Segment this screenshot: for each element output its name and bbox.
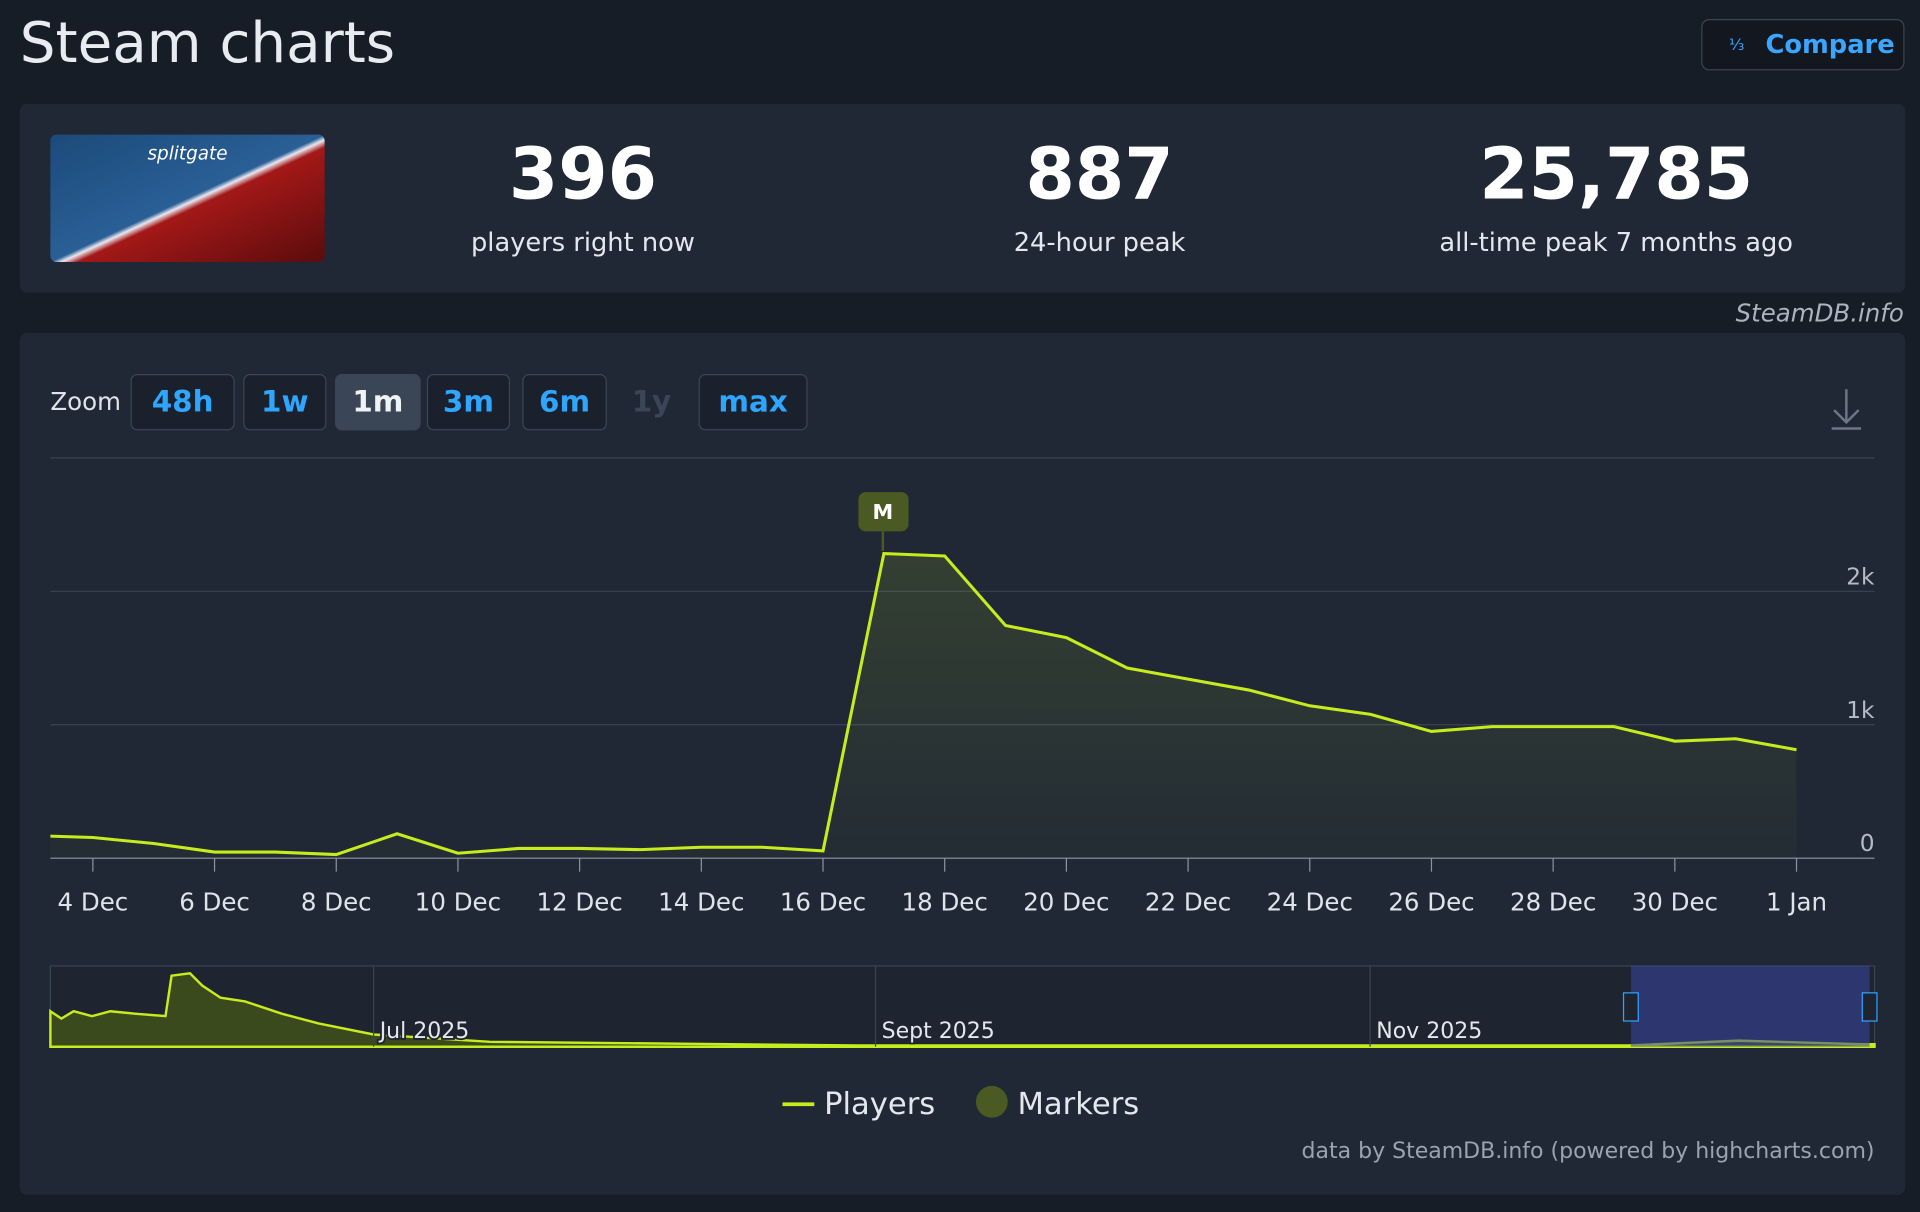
zoom-button[interactable] <box>130 374 235 431</box>
navigator-label: Jul 2025 <box>378 1019 470 1044</box>
stats-card <box>19 104 1906 293</box>
area-fill <box>50 553 1797 859</box>
stat-label: players right now <box>471 228 695 258</box>
x-tick-label: 12 Dec <box>536 887 622 916</box>
x-tick-label: 22 Dec <box>1145 887 1231 916</box>
zoom-option[interactable]: 1w <box>261 384 309 418</box>
x-tick-label: 1 Jan <box>1766 887 1827 916</box>
x-tick-label: 20 Dec <box>1023 887 1109 916</box>
zoom-button[interactable] <box>522 374 607 431</box>
zoom-button[interactable] <box>335 374 421 431</box>
navigator-handle[interactable] <box>1861 992 1878 1022</box>
x-tick-label: 8 Dec <box>301 887 372 916</box>
x-tick-label: 30 Dec <box>1632 887 1718 916</box>
marker-label[interactable]: M <box>873 500 894 524</box>
legend-label[interactable]: Players <box>824 1087 935 1122</box>
y-tick-label: 0 <box>1860 830 1875 857</box>
stat-value: 887 <box>1025 132 1173 215</box>
compare-button[interactable] <box>1701 18 1905 71</box>
y-tick-label: 2k <box>1846 563 1875 590</box>
stat-value: 25,785 <box>1479 132 1753 215</box>
legend-label[interactable]: Markers <box>1018 1087 1140 1122</box>
legend-symbol[interactable] <box>975 1085 1008 1118</box>
navigator-label: Sept 2025 <box>882 1019 995 1044</box>
x-tick-label: 26 Dec <box>1388 887 1474 916</box>
navigator-label: Nov 2025 <box>1376 1019 1482 1044</box>
x-tick-label: 24 Dec <box>1267 887 1353 916</box>
zoom-button[interactable] <box>243 374 327 431</box>
zoom-label: Zoom <box>50 387 121 416</box>
x-tick-label: 18 Dec <box>902 887 988 916</box>
zoom-option[interactable]: max <box>718 384 787 418</box>
source-label: SteamDB.info <box>1736 299 1904 328</box>
zoom-option[interactable]: 48h <box>152 384 214 418</box>
credits: data by SteamDB.info (powered by highcha… <box>1302 1139 1875 1164</box>
zoom-option[interactable]: 1m <box>352 384 403 418</box>
x-tick-label: 28 Dec <box>1510 887 1596 916</box>
game-image[interactable] <box>50 134 325 262</box>
page-title: Steam charts <box>20 11 395 76</box>
download-icon[interactable] <box>1831 389 1862 430</box>
zoom-option[interactable]: 3m <box>443 384 494 418</box>
zoom-option[interactable]: 6m <box>539 384 590 418</box>
series-line <box>50 551 1797 857</box>
stat-label: 24-hour peak <box>1014 228 1186 258</box>
marker-flag[interactable] <box>858 492 909 532</box>
x-tick-label: 16 Dec <box>780 887 866 916</box>
game-logo: splitgate <box>147 143 227 164</box>
navigator-handle[interactable] <box>1622 992 1639 1022</box>
zoom-option: 1y <box>632 384 672 418</box>
x-tick-label: 14 Dec <box>658 887 744 916</box>
navigator-selection[interactable] <box>1630 965 1870 1047</box>
y-tick-label: 1k <box>1846 697 1875 724</box>
stat-label: all-time peak 7 months ago <box>1439 228 1793 258</box>
x-tick-label: 10 Dec <box>415 887 501 916</box>
x-tick-label: 4 Dec <box>58 887 129 916</box>
compare-label[interactable]: Compare <box>1766 30 1895 60</box>
compare-icon: ⅓ <box>1729 35 1744 54</box>
stat-value: 396 <box>509 132 657 215</box>
x-tick-label: 6 Dec <box>179 887 250 916</box>
zoom-button[interactable] <box>426 374 511 431</box>
zoom-button[interactable] <box>698 374 808 431</box>
